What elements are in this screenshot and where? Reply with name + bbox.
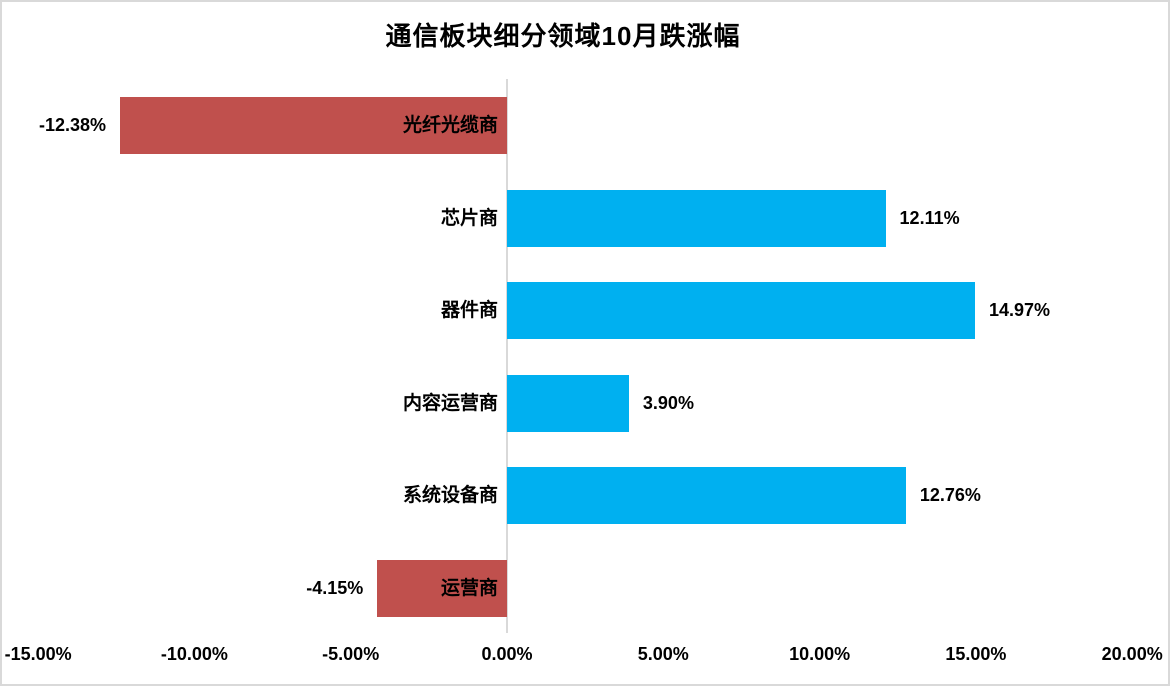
x-axis-tick-label: 0.00% — [481, 644, 533, 664]
category-label: 系统设备商 — [402, 485, 498, 507]
bar-5 — [507, 467, 906, 525]
x-axis-tick-label: 5.00% — [637, 644, 689, 664]
value-label: 3.90% — [642, 392, 694, 413]
x-axis-tick-label: -5.00% — [322, 644, 380, 664]
x-axis-tick-label: 15.00% — [945, 644, 1007, 664]
bar-2 — [507, 189, 886, 247]
value-label: 14.97% — [988, 300, 1051, 321]
value-label: 12.76% — [919, 485, 981, 506]
x-axis-tick-label: 20.00% — [1101, 644, 1163, 664]
bar-1 — [120, 97, 507, 154]
x-axis-tick-label: -15.00% — [4, 644, 72, 664]
zero-axis-line — [506, 79, 508, 633]
value-label: -12.38% — [38, 115, 107, 135]
chart-title: 通信板块细分领域10月跌涨幅 — [385, 21, 741, 51]
bar-3 — [507, 282, 975, 340]
category-label: 内容运营商 — [402, 392, 498, 414]
x-axis-tick-label: -10.00% — [160, 644, 228, 664]
category-label: 器件商 — [440, 300, 498, 322]
value-label: -4.15% — [306, 578, 364, 598]
category-label: 运营商 — [440, 578, 498, 599]
category-label: 芯片商 — [440, 207, 498, 229]
x-axis-tick-label: 10.00% — [789, 644, 851, 664]
value-label: 12.11% — [899, 207, 960, 228]
bar-4 — [507, 374, 629, 432]
bar-6 — [377, 560, 507, 617]
category-label: 光纤光缆商 — [402, 115, 498, 136]
